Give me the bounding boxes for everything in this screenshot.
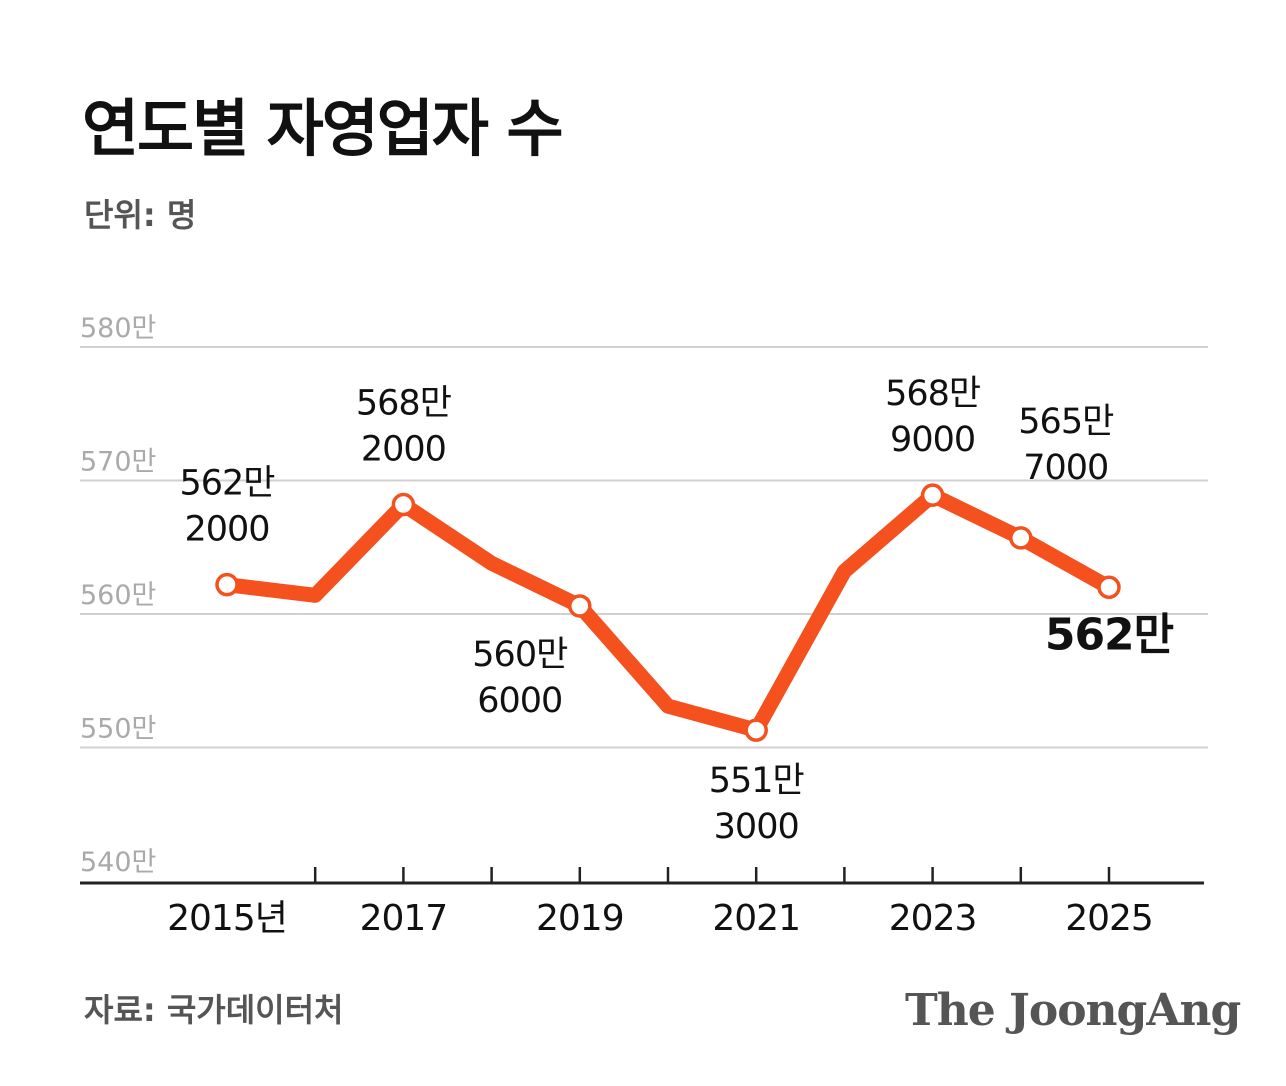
x-tick-label: 2019 [536, 898, 624, 939]
data-label: 568만 2000 [356, 384, 451, 470]
series-line-path [219, 487, 1117, 738]
publisher-logo: The JoongAng [905, 985, 1241, 1036]
data-label-line: 562만 [1045, 609, 1174, 660]
source-note: 자료: 국가데이터처 [84, 991, 344, 1029]
data-label-line: 7000 [1023, 448, 1108, 488]
x-tick-label: 2021 [712, 898, 800, 939]
data-label-line: 3000 [714, 807, 799, 847]
data-label-line: 560만 [472, 635, 567, 675]
data-point-marker [568, 594, 592, 618]
x-axis: 2015년 2017 2019 2021 2023 2025 [80, 867, 1204, 939]
data-label-line: 551만 [709, 761, 804, 801]
y-tick-label: 580만 [80, 313, 156, 344]
data-label-line: 562만 [179, 464, 274, 504]
data-label: 565만 7000 [1018, 402, 1113, 488]
chart-title: 연도별 자영업자 수 [82, 92, 563, 165]
data-label: 560만 6000 [472, 635, 567, 721]
data-point-marker [1009, 526, 1033, 550]
y-tick-label: 570만 [80, 447, 156, 478]
data-label-line: 9000 [890, 420, 975, 460]
data-point-marker [920, 483, 945, 507]
data-label-line: 2000 [361, 430, 446, 470]
data-label: 562만 2000 [179, 464, 274, 550]
data-point-marker [1097, 575, 1121, 600]
x-tick-label: 2017 [360, 898, 448, 939]
data-point-marker [391, 492, 416, 517]
x-tick-label: 2015년 [167, 898, 287, 939]
data-point-marker [744, 718, 768, 742]
data-label: 562만 [1045, 609, 1174, 660]
y-tick-label: 550만 [80, 714, 156, 745]
y-tick-label: 540만 [80, 847, 156, 878]
data-label-line: 568만 [356, 384, 451, 424]
series-markers [215, 483, 1121, 742]
data-label-line: 568만 [885, 374, 980, 414]
x-tick-label: 2023 [889, 898, 977, 939]
x-tick-label: 2025 [1065, 898, 1153, 939]
data-point-marker [215, 572, 239, 597]
series-line [219, 487, 1117, 738]
data-label: 568만 9000 [885, 374, 980, 460]
data-label-line: 6000 [477, 681, 562, 721]
data-label-line: 2000 [184, 510, 269, 550]
data-labels: 562만 2000 568만 2000 560만 6000 551만 3000 568만 9000… [179, 374, 1174, 847]
grid-lines: 540만 550만 560만 570만 580만 [80, 313, 1208, 878]
data-label-line: 565만 [1018, 402, 1113, 442]
y-tick-label: 560만 [80, 580, 156, 611]
data-label: 551만 3000 [709, 761, 804, 847]
unit-label: 단위: 명 [84, 196, 197, 234]
